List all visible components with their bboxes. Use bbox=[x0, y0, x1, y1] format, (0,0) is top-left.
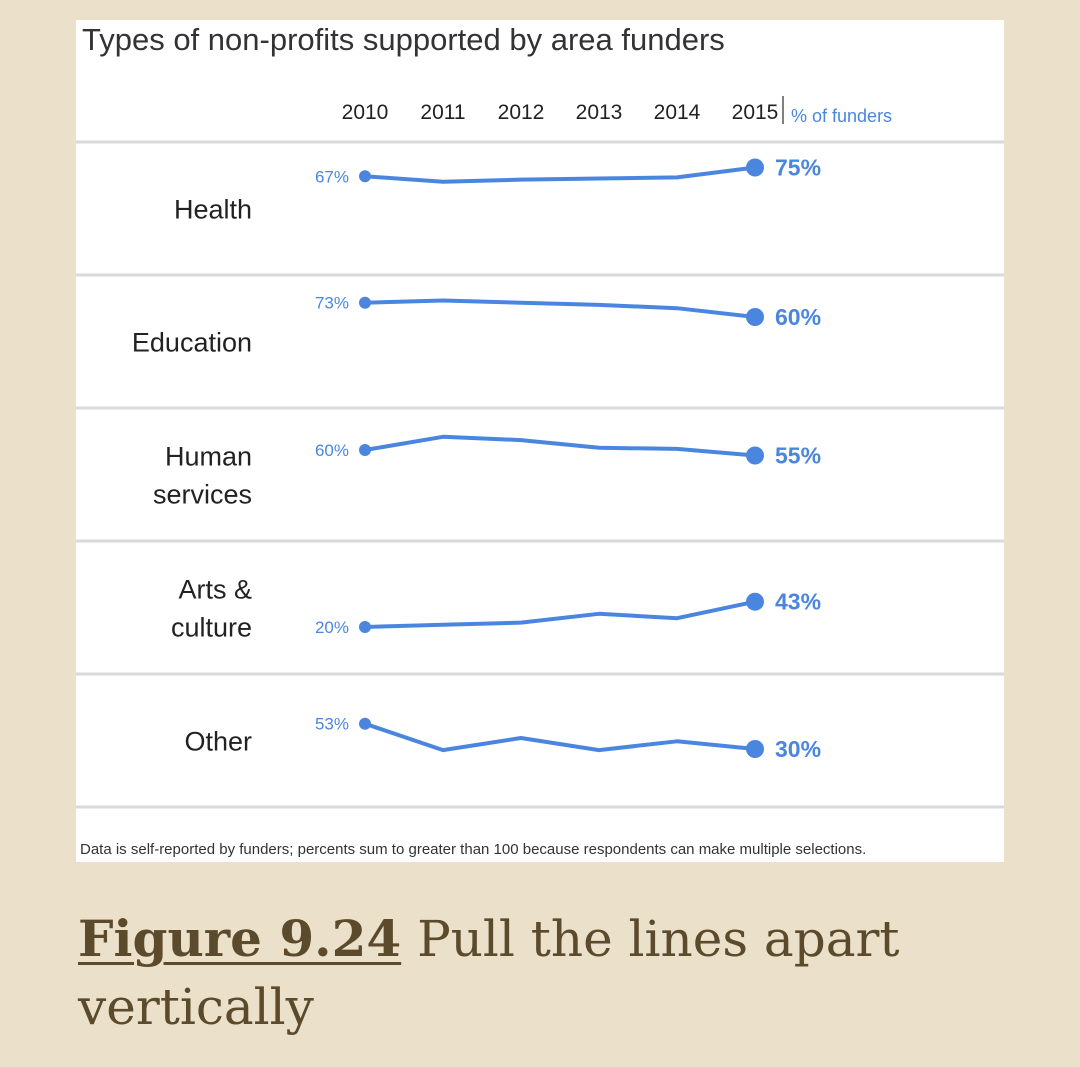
series-label: culture bbox=[171, 613, 252, 643]
unit-label: % of funders bbox=[791, 106, 892, 126]
series-panel: Human services 60% 55% bbox=[76, 434, 1004, 543]
year-label: 2013 bbox=[576, 101, 623, 124]
figure-reference-link[interactable]: Figure 9.24 bbox=[78, 909, 402, 968]
series-line bbox=[363, 298, 757, 319]
series-panel: Arts & culture 20% 43% bbox=[76, 575, 1004, 676]
series-line bbox=[363, 599, 757, 629]
end-value-label: 75% bbox=[775, 155, 821, 181]
year-axis: 2010 2011 2012 2013 2014 2015 bbox=[342, 101, 779, 124]
series-label: Human bbox=[165, 442, 252, 472]
series-label: Health bbox=[174, 195, 252, 225]
start-point bbox=[359, 444, 371, 456]
start-point bbox=[359, 717, 371, 730]
end-point bbox=[746, 740, 764, 758]
chart-footnote: Data is self-reported by funders; percen… bbox=[80, 841, 866, 858]
series-label: Education bbox=[132, 328, 252, 358]
series-label: services bbox=[153, 480, 252, 510]
chart-figure: Types of non-profits supported by area f… bbox=[76, 20, 1004, 862]
end-point bbox=[746, 592, 764, 611]
figure-caption: Figure 9.24 Pull the lines apart vertica… bbox=[78, 905, 1038, 1041]
series-line bbox=[363, 165, 757, 184]
end-value-label: 55% bbox=[775, 443, 821, 469]
start-value-label: 53% bbox=[315, 715, 349, 734]
start-point bbox=[359, 621, 371, 633]
year-label: 2010 bbox=[342, 101, 389, 124]
end-point bbox=[746, 158, 764, 177]
series-panel: Other 53% 30% bbox=[76, 715, 1004, 809]
start-point bbox=[359, 296, 371, 309]
series-label: Other bbox=[184, 727, 252, 757]
year-label: 2014 bbox=[654, 101, 701, 124]
small-multiples: Health 67% 75% Education 73% 60% Human services… bbox=[76, 140, 1004, 809]
start-value-label: 67% bbox=[315, 167, 349, 186]
start-value-label: 20% bbox=[315, 618, 349, 637]
year-label: 2012 bbox=[498, 101, 545, 124]
year-label: 2011 bbox=[420, 101, 465, 124]
chart-svg: Types of non-profits supported by area f… bbox=[76, 22, 1004, 858]
caption-text: Pull the lines apart vertically bbox=[78, 910, 900, 1036]
series-panel: Health 67% 75% bbox=[76, 155, 1004, 277]
end-point bbox=[746, 446, 764, 465]
end-value-label: 60% bbox=[775, 304, 821, 330]
year-label: 2015 bbox=[732, 101, 779, 124]
series-line bbox=[363, 721, 757, 753]
start-value-label: 60% bbox=[315, 441, 349, 460]
end-value-label: 43% bbox=[775, 589, 821, 615]
chart-title: Types of non-profits supported by area f… bbox=[82, 22, 725, 57]
series-panel: Education 73% 60% bbox=[76, 294, 1004, 410]
end-point bbox=[746, 308, 764, 326]
start-point bbox=[359, 170, 371, 183]
series-line bbox=[363, 434, 757, 458]
start-value-label: 73% bbox=[315, 294, 349, 313]
series-label: Arts & bbox=[178, 575, 252, 605]
end-value-label: 30% bbox=[775, 736, 821, 762]
